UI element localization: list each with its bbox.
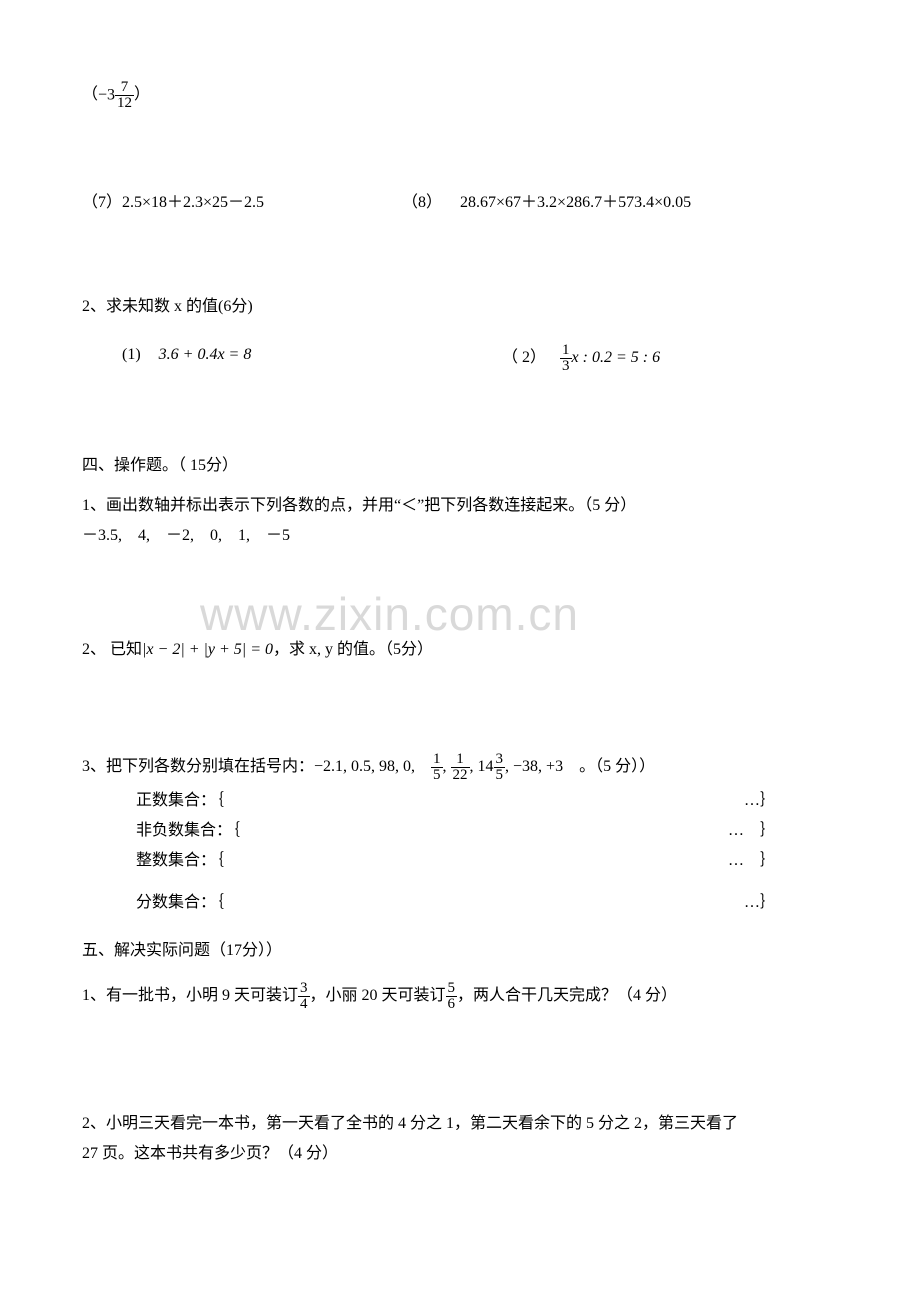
set3-close: … ｝ — [728, 849, 776, 873]
q8-label: （8） — [402, 194, 442, 211]
set2-label: 非负数集合：｛ — [136, 819, 240, 843]
sec4-title: 四、操作题。（ 15分） — [82, 454, 838, 478]
set-nonneg: 非负数集合：｛ … ｝ — [136, 819, 776, 843]
neg-three: −3 — [98, 87, 115, 104]
set-positive: 正数集合：｛ …｝ — [136, 789, 776, 813]
p1-label: (1) — [122, 346, 141, 363]
sec4-q3: 3、把下列各数分别填在括号内：−2.1, 0.5, 98, 0, 15, 122… — [82, 752, 838, 783]
q3-sep2: , 14 — [470, 758, 494, 775]
frac-1-3: 13 — [560, 343, 572, 374]
set2-close: … ｝ — [728, 819, 776, 843]
sec4-q2: 2、 已知|x − 2| + |y + 5| = 0，求 x, y 的值。（5分… — [82, 638, 838, 662]
q2-post: ，求 x, y 的值。（5分） — [273, 641, 433, 658]
sec2-p1: (1) 3.6 + 0.4x = 8 — [122, 343, 502, 374]
set1-label: 正数集合：｛ — [136, 789, 224, 813]
paren-close: ） — [134, 86, 150, 103]
sec2-p2: （ 2） 13x : 0.2 = 5 : 6 — [502, 343, 660, 374]
set-integer: 整数集合：｛ … ｝ — [136, 849, 776, 873]
frac-7-12: 712 — [115, 80, 134, 111]
sec5-title: 五、解决实际问题（17分）） — [82, 939, 838, 963]
p2-label: （ 2） — [502, 349, 546, 366]
q2-pre: 2、 已知 — [82, 641, 142, 658]
q1-mid: ，小丽 20 天可装订 — [310, 987, 446, 1004]
paren-open: （ — [82, 86, 98, 103]
q8-expr: 28.67×67＋3.2×286.7＋573.4×0.05 — [460, 194, 691, 211]
frac-1-5: 15 — [431, 752, 443, 783]
q7: （7）2.5×18＋2.3×25－2.5 — [82, 191, 402, 215]
sec4-q1-l2: －3.5, 4, －2, 0, 1, －5 — [82, 524, 838, 548]
q7-q8-row: （7）2.5×18＋2.3×25－2.5 （8） 28.67×67＋3.2×28… — [82, 191, 838, 215]
frac-1-22: 122 — [451, 752, 470, 783]
sec5-q2-l1: 2、小明三天看完一本书，第一天看了全书的 4 分之 1，第二天看余下的 5 分之… — [82, 1112, 838, 1136]
sec5-q2-l2: 27 页。这本书共有多少页？（4 分） — [82, 1142, 838, 1166]
sec2-title: 2、求未知数 x 的值(6分) — [82, 295, 838, 319]
set4-label: 分数集合：｛ — [136, 891, 224, 915]
p2-expr-rest: x : 0.2 = 5 : 6 — [572, 349, 661, 366]
p1-expr: 3.6 + 0.4x = 8 — [159, 346, 252, 363]
q1-post: ，两人合干几天完成？（4 分） — [457, 987, 677, 1004]
q8: （8） 28.67×67＋3.2×286.7＋573.4×0.05 — [402, 191, 691, 215]
top-mixed-fraction: （−3712） — [82, 80, 838, 111]
sec5-q1: 1、有一批书，小明 9 天可装订34，小丽 20 天可装订56，两人合干几天完成… — [82, 981, 838, 1012]
q1-pre: 1、有一批书，小明 9 天可装订 — [82, 987, 298, 1004]
q2-abs: |x − 2| + |y + 5| = 0 — [142, 641, 273, 658]
frac-5-6: 56 — [446, 981, 458, 1012]
set4-close: …｝ — [744, 891, 776, 915]
sec4-q1-l1: 1、画出数轴并标出表示下列各数的点，并用“＜”把下列各数连接起来。（5 分） — [82, 494, 838, 518]
frac-3-5: 35 — [494, 752, 506, 783]
q3-sep1: , — [443, 758, 451, 775]
q3-pre: 3、把下列各数分别填在括号内：−2.1, 0.5, 98, 0, — [82, 758, 431, 775]
sec2-equations: (1) 3.6 + 0.4x = 8 （ 2） 13x : 0.2 = 5 : … — [122, 343, 838, 374]
set3-label: 整数集合：｛ — [136, 849, 224, 873]
set-fraction: 分数集合：｛ …｝ — [136, 891, 776, 915]
q3-post: , −38, +3 。（5 分）） — [505, 758, 655, 775]
set1-close: …｝ — [744, 789, 776, 813]
frac-3-4: 34 — [298, 981, 310, 1012]
